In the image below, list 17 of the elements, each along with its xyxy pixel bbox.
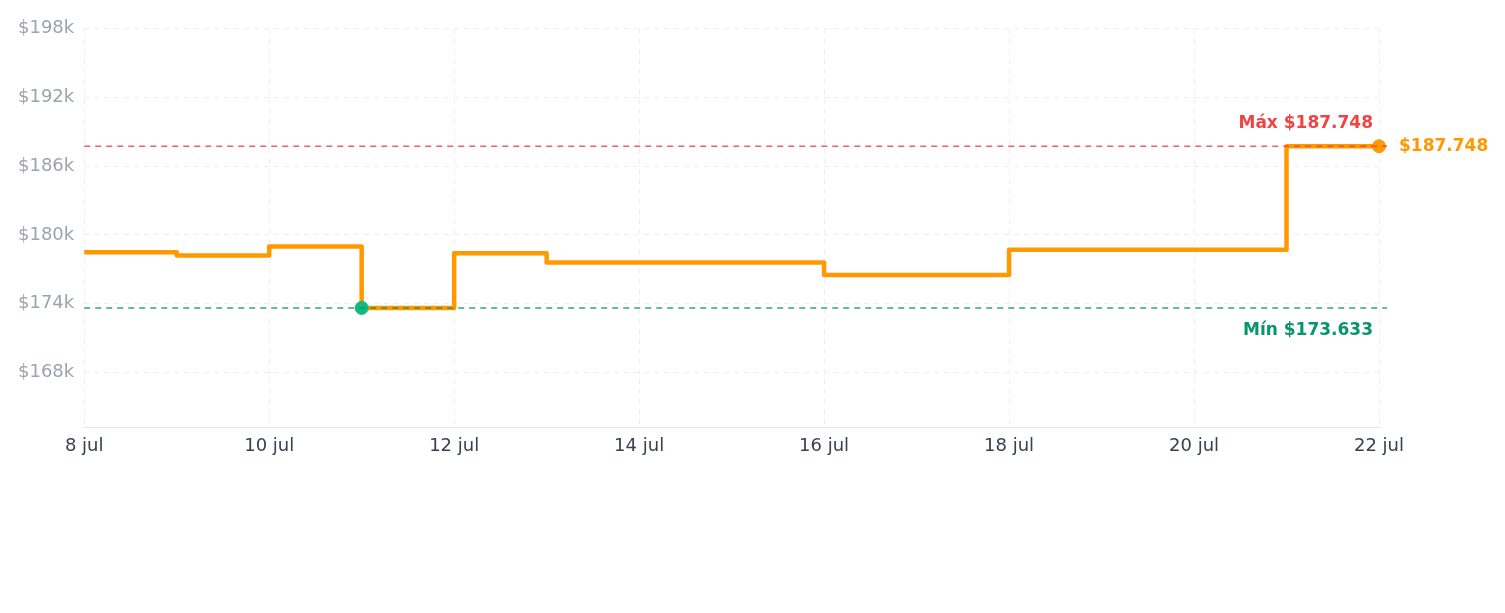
x-tick-label: 10 jul	[244, 433, 295, 455]
data-label: $187.748	[1399, 134, 1489, 155]
y-tick-label: $186k	[18, 153, 75, 175]
x-tick-label: 16 jul	[799, 433, 850, 455]
ref-line-label: Mín $173.633	[1242, 318, 1373, 339]
y-tick-label: $198k	[18, 16, 75, 38]
x-tick-label: 8 jul	[64, 433, 104, 455]
x-tick-label: 18 jul	[984, 433, 1035, 455]
x-tick-label: 12 jul	[429, 433, 480, 455]
x-tick-label: 22 jul	[1353, 433, 1405, 455]
x-tick-label: 20 jul	[1169, 433, 1220, 455]
y-tick-label: $192k	[18, 85, 75, 107]
ref-line-label: Máx $187.748	[1238, 112, 1373, 133]
y-tick-label: $180k	[18, 222, 75, 244]
y-tick-label: $174k	[18, 291, 75, 313]
x-tick-label: 14 jul	[614, 433, 665, 455]
y-tick-label: $168k	[18, 360, 75, 382]
